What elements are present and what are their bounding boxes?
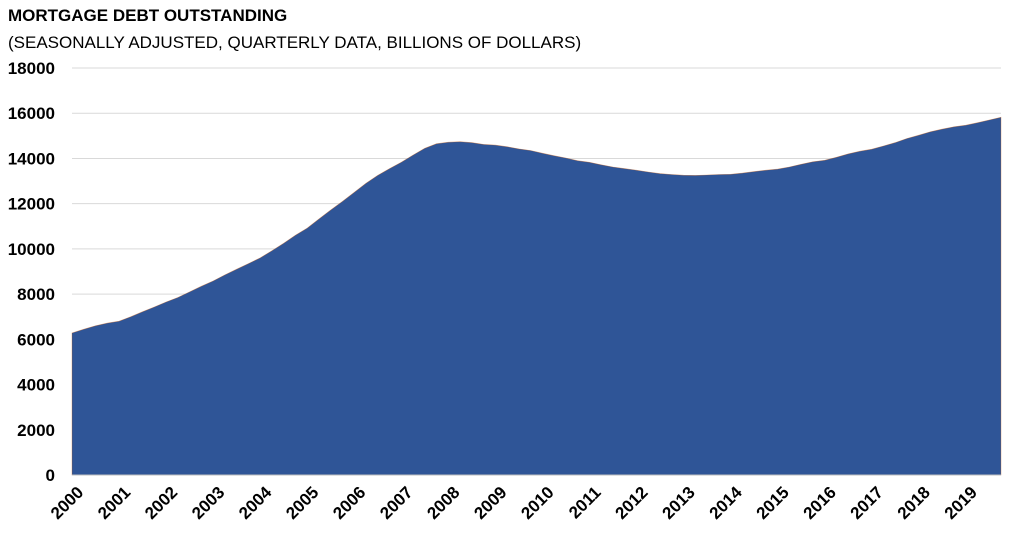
y-tick-label: 12000 (8, 195, 55, 214)
x-tick-label: 2004 (235, 482, 276, 523)
x-tick-label: 2018 (894, 483, 934, 523)
y-tick-label: 16000 (8, 104, 55, 123)
x-tick-label: 2005 (282, 483, 322, 523)
x-tick-label: 2014 (706, 482, 747, 523)
x-tick-label: 2010 (517, 483, 557, 523)
x-tick-label: 2002 (141, 483, 181, 523)
x-tick-label: 2007 (376, 483, 416, 523)
y-tick-label: 2000 (17, 421, 55, 440)
x-tick-label: 2008 (423, 483, 463, 523)
y-tick-label: 8000 (17, 285, 55, 304)
x-tick-label: 2015 (753, 483, 793, 523)
x-tick-label: 2016 (800, 483, 840, 523)
y-tick-label: 14000 (8, 149, 55, 168)
x-tick-label: 2017 (847, 483, 887, 523)
y-tick-label: 10000 (8, 240, 55, 259)
x-tick-label: 2011 (565, 483, 605, 523)
y-tick-label: 18000 (8, 59, 55, 78)
x-tick-label: 2003 (188, 483, 228, 523)
y-tick-label: 0 (46, 466, 55, 485)
x-tick-label: 2009 (470, 483, 510, 523)
x-tick-label: 2013 (659, 483, 699, 523)
x-tick-label: 2019 (941, 483, 981, 523)
x-tick-label: 2012 (612, 483, 652, 523)
area-series-mortgage-debt (71, 116, 1002, 476)
x-tick-label: 2006 (329, 483, 369, 523)
x-tick-label: 2000 (47, 483, 87, 523)
chart-subtitle: (SEASONALLY ADJUSTED, QUARTERLY DATA, BI… (8, 33, 582, 52)
chart-title: MORTGAGE DEBT OUTSTANDING (8, 6, 288, 25)
y-tick-label: 6000 (17, 330, 55, 349)
y-tick-label: 4000 (17, 376, 55, 395)
x-tick-label: 2001 (94, 483, 134, 523)
